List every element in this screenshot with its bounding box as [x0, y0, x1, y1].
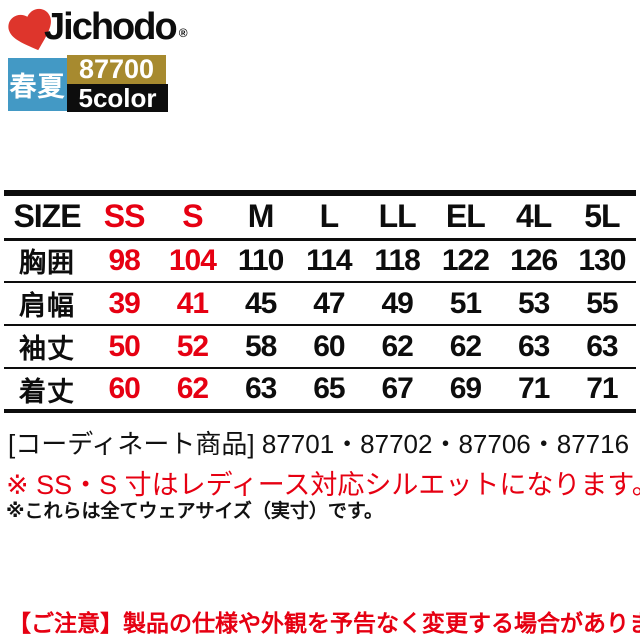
size-value-cell: 60: [108, 372, 140, 405]
size-value-cell: 110: [237, 243, 284, 277]
size-value-cell: 98: [108, 243, 140, 277]
product-code-badge: 87700: [67, 54, 166, 84]
size-col-m: M: [247, 198, 275, 235]
size-value-cell: 50: [108, 329, 140, 363]
size-table-header-row: SIZE SS S M L LL EL 4L 5L: [4, 193, 636, 239]
size-table: SIZE SS S M L LL EL 4L 5L 胸囲 98 104 110 …: [4, 190, 636, 413]
size-value-cell: 52: [176, 329, 209, 363]
size-col-4l: 4L: [515, 198, 552, 235]
size-value-cell: 63: [586, 329, 618, 363]
registered-trademark-symbol: ®: [178, 26, 188, 40]
size-value-cell: 118: [374, 243, 420, 277]
coordinate-products-note: [コーディネート商品] 87701・87702・87706・87716: [8, 429, 630, 459]
size-value-cell: 62: [176, 372, 209, 405]
size-header-label: SIZE: [13, 198, 81, 235]
size-value-cell: 39: [108, 286, 140, 320]
size-col-ll: LL: [378, 198, 417, 235]
size-value-cell: 53: [517, 286, 550, 320]
row-label-shoulder: 肩幅: [19, 291, 75, 321]
brand-logo-text: Jichodo ®: [44, 6, 188, 49]
size-value-cell: 122: [441, 243, 490, 277]
size-col-ss: SS: [103, 198, 146, 235]
row-label-length: 着丈: [19, 376, 75, 407]
size-value-cell: 47: [313, 286, 345, 320]
size-value-cell: 63: [517, 329, 550, 363]
size-col-s: S: [182, 198, 203, 235]
table-row-shoulder: 肩幅 39 41 45 47 49 51 53 55: [4, 282, 636, 325]
table-row-chest: 胸囲 98 104 110 114 118 122 126 130: [4, 239, 636, 282]
size-value-cell: 49: [381, 286, 413, 320]
table-row-length: 着丈 60 62 63 65 67 69 71 71: [4, 368, 636, 411]
brand-name: Jichodo: [44, 6, 178, 48]
size-col-el: EL: [445, 198, 486, 235]
size-value-cell: 67: [381, 372, 413, 405]
size-col-5l: 5L: [584, 198, 620, 235]
size-value-cell: 51: [449, 286, 482, 320]
size-value-cell: 63: [244, 372, 277, 405]
size-col-l: L: [319, 198, 340, 235]
caution-note: 【ご注意】製品の仕様や外観を予告なく変更する場合があります。: [8, 610, 640, 636]
row-label-chest: 胸囲: [19, 248, 75, 279]
brand-heart-icon: [8, 8, 51, 51]
row-label-sleeve: 袖丈: [19, 334, 75, 364]
ladies-silhouette-note: ※ SS・S 寸はレディース対応シルエットになります。: [6, 470, 640, 500]
size-value-cell: 55: [586, 286, 618, 320]
size-value-cell: 60: [313, 329, 345, 363]
size-value-cell: 126: [510, 243, 558, 277]
size-value-cell: 58: [244, 329, 277, 363]
size-value-cell: 104: [168, 243, 217, 277]
size-value-cell: 130: [578, 243, 626, 277]
size-value-cell: 69: [449, 372, 482, 405]
size-value-cell: 71: [586, 372, 618, 405]
size-value-cell: 62: [449, 329, 482, 363]
size-value-cell: 114: [306, 243, 352, 277]
size-value-cell: 71: [517, 372, 550, 405]
table-row-sleeve: 袖丈 50 52 58 60 62 62 63 63: [4, 325, 636, 368]
size-value-cell: 62: [381, 329, 413, 363]
size-value-cell: 41: [176, 286, 209, 320]
color-count-badge: 5color: [67, 83, 168, 113]
wear-size-note: ※これらは全てウェアサイズ（実寸）です。: [6, 501, 384, 522]
season-badge: 春夏: [8, 58, 67, 111]
size-value-cell: 45: [244, 286, 277, 320]
size-value-cell: 65: [313, 372, 345, 405]
